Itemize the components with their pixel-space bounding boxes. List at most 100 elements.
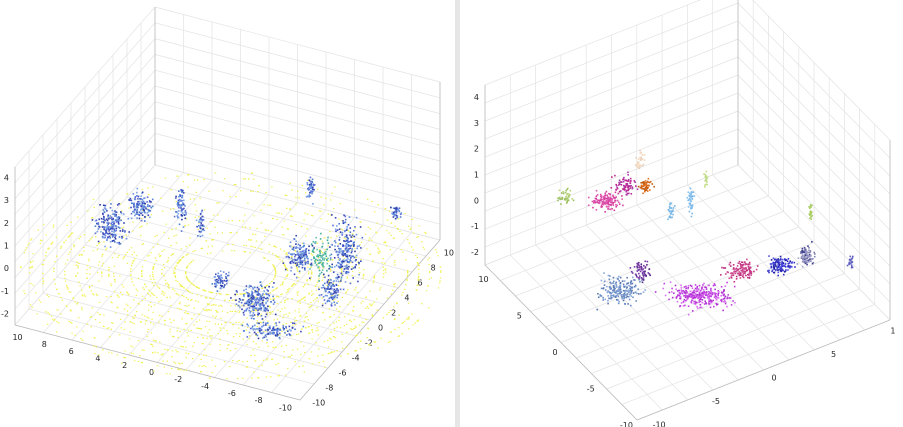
segment-point xyxy=(622,283,625,286)
ground-point xyxy=(235,310,237,312)
object-point xyxy=(182,226,185,228)
object-point xyxy=(266,300,269,302)
segment-point xyxy=(647,181,650,183)
ground-point xyxy=(141,349,144,351)
segment-point xyxy=(565,195,567,198)
ground-point xyxy=(20,266,22,268)
object-point xyxy=(202,228,204,230)
object-point xyxy=(267,329,269,332)
ground-point xyxy=(353,327,356,329)
object-point xyxy=(214,279,217,281)
segment-point xyxy=(687,206,690,208)
ground-point xyxy=(291,256,293,258)
ground-point xyxy=(284,266,287,268)
ground-point xyxy=(89,273,91,275)
segment-point xyxy=(711,300,713,303)
object-point xyxy=(337,291,339,293)
z-tick-label: 3 xyxy=(474,119,479,128)
ground-point xyxy=(386,219,389,221)
segment-point xyxy=(607,198,609,200)
ground-point xyxy=(362,277,364,279)
segment-point xyxy=(611,199,614,201)
ground-point xyxy=(360,241,363,243)
segment-point xyxy=(701,299,704,301)
ground-point xyxy=(255,296,257,298)
ground-point xyxy=(260,313,262,315)
segment-point xyxy=(675,297,678,299)
object-point xyxy=(96,222,98,225)
segment-point xyxy=(784,266,787,268)
ground-point xyxy=(318,348,320,350)
object-point xyxy=(322,262,325,264)
object-point xyxy=(144,220,146,222)
object-point xyxy=(355,233,358,236)
object-point xyxy=(256,322,259,324)
object-point xyxy=(181,212,184,214)
object-point xyxy=(330,304,333,306)
object-point xyxy=(344,235,347,238)
object-point xyxy=(250,300,253,303)
segment-point xyxy=(740,265,742,268)
segment-point xyxy=(618,182,621,184)
segment-point xyxy=(663,282,666,285)
object-point xyxy=(113,239,115,242)
ground-point xyxy=(126,193,128,195)
ground-point xyxy=(278,375,280,377)
segment-point xyxy=(616,286,618,288)
ground-point xyxy=(154,351,156,353)
object-point xyxy=(251,298,253,301)
object-point xyxy=(296,263,299,266)
ground-point xyxy=(82,295,84,297)
object-point xyxy=(118,241,120,244)
segment-point xyxy=(748,273,750,276)
segment-point xyxy=(635,274,638,277)
ground-point xyxy=(193,307,195,309)
segment-point xyxy=(740,272,742,274)
ground-point xyxy=(382,266,384,268)
object-point xyxy=(351,261,354,264)
segment-point xyxy=(796,263,799,265)
object-point xyxy=(184,205,186,207)
ground-point xyxy=(173,361,175,363)
object-point xyxy=(284,331,286,334)
object-point xyxy=(291,326,294,329)
segment-point xyxy=(680,302,683,304)
ground-point xyxy=(135,255,138,257)
segment-point xyxy=(779,263,781,266)
segment-point xyxy=(687,305,690,307)
segment-point xyxy=(689,194,692,196)
object-point xyxy=(242,311,245,314)
object-point xyxy=(136,206,138,209)
x-tick-label: -10 xyxy=(620,421,633,427)
y-tick-label: 0 xyxy=(378,324,383,333)
ground-point xyxy=(312,331,314,333)
ground-point xyxy=(93,337,96,339)
segment-point xyxy=(600,198,602,200)
object-point xyxy=(310,185,312,188)
ground-point xyxy=(170,254,172,256)
ground-point xyxy=(203,289,206,292)
object-point xyxy=(349,259,351,261)
segment-point xyxy=(806,259,808,262)
segment-point xyxy=(595,209,598,211)
segment-point xyxy=(680,287,683,289)
ground-point xyxy=(346,323,348,325)
ground-point xyxy=(168,287,170,289)
ground-point xyxy=(179,259,181,261)
segment-point xyxy=(714,294,716,296)
object-point xyxy=(315,258,317,261)
ground-point xyxy=(258,365,260,367)
segment-point xyxy=(738,271,741,273)
z-tick-label: -2 xyxy=(1,309,9,318)
segment-point xyxy=(800,252,802,255)
object-point xyxy=(143,211,146,213)
ground-point xyxy=(369,228,372,230)
object-point xyxy=(217,272,220,275)
object-point xyxy=(144,216,146,218)
ground-point xyxy=(417,276,420,278)
object-point xyxy=(289,262,292,265)
ground-point xyxy=(350,249,353,251)
ground-point xyxy=(297,301,299,303)
ground-point xyxy=(83,234,86,236)
ground-point xyxy=(322,312,324,314)
